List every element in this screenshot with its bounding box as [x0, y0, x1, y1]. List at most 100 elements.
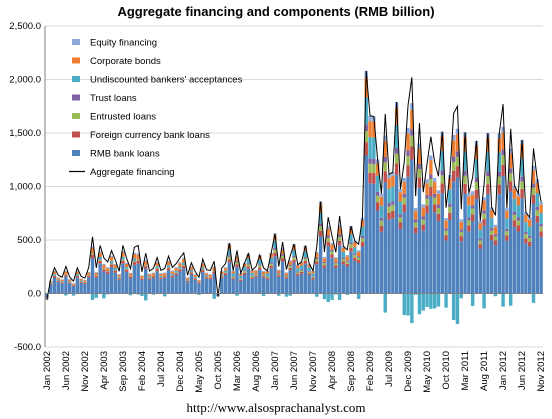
bar-segment — [98, 259, 102, 261]
bar-segment — [163, 273, 167, 276]
bar-segment — [360, 236, 365, 239]
bar-segment — [451, 140, 456, 157]
bar-segment — [277, 293, 281, 296]
bar-segment — [56, 278, 61, 280]
bar-segment — [516, 220, 520, 226]
bar-segment — [307, 275, 311, 294]
bar-segment — [372, 158, 376, 165]
bar-segment — [193, 278, 197, 280]
bar-segment — [113, 272, 118, 294]
bar-segment — [429, 186, 433, 197]
bar-segment — [467, 225, 471, 232]
bar-segment — [444, 220, 448, 229]
bar-segment — [508, 168, 513, 174]
bar-segment — [102, 268, 106, 270]
bar-segment — [182, 257, 186, 259]
bar-segment — [501, 126, 505, 133]
bar-segment — [299, 271, 304, 274]
bar-segment — [182, 268, 186, 294]
bar-segment — [417, 187, 422, 294]
bar-segment — [524, 234, 528, 239]
bar-segment — [250, 270, 254, 273]
bar-segment — [516, 193, 520, 197]
bar-segment — [444, 228, 448, 231]
legend-label: Foreign currency bank loans — [90, 130, 210, 141]
bar-segment — [368, 158, 372, 164]
bar-segment — [299, 273, 304, 294]
bar-segment — [170, 271, 175, 274]
bar-segment — [75, 275, 80, 277]
bar-segment — [539, 212, 543, 224]
bar-segment — [79, 282, 83, 294]
y-tick-label: 2,500.0 — [9, 21, 41, 32]
bar-segment — [459, 293, 463, 299]
bar-segment — [337, 240, 342, 246]
x-tick-label: Jan 2012 — [498, 351, 509, 390]
bar-segment — [292, 255, 296, 258]
bar-segment — [299, 262, 304, 266]
bar-segment — [383, 156, 387, 163]
x-tick-label: Nov 2007 — [308, 351, 319, 392]
bar-segment — [128, 276, 133, 279]
x-tick-label: Sep 2003 — [118, 351, 129, 392]
x-tick-label: Nov 2002 — [80, 351, 91, 392]
bar-segment — [189, 274, 194, 294]
bar-segment — [413, 219, 418, 223]
bar-segment — [512, 214, 517, 221]
bar-segment — [288, 261, 292, 265]
bar-segment — [277, 273, 281, 274]
bar-segment — [508, 293, 513, 306]
bar-segment — [242, 272, 247, 275]
bar-segment — [349, 247, 353, 252]
bar-segment — [315, 253, 319, 258]
bar-segment — [151, 293, 156, 295]
bar-segment — [98, 263, 102, 294]
bar-segment — [174, 268, 178, 271]
bar-segment — [87, 277, 91, 294]
bar-segment — [406, 165, 410, 177]
bar-segment — [421, 219, 425, 225]
bar-segment — [410, 159, 414, 294]
bar-segment — [436, 293, 441, 307]
bar-segment — [383, 182, 387, 294]
bar-segment — [147, 276, 152, 278]
bar-segment — [467, 217, 471, 221]
bar-segment — [413, 233, 418, 294]
bar-segment — [68, 283, 72, 294]
bar-segment — [174, 273, 178, 275]
bar-segment — [489, 217, 494, 229]
legend-swatch — [72, 150, 80, 156]
legend-label: Equity financing — [90, 38, 157, 49]
bar-segment — [402, 212, 406, 294]
bar-segment — [197, 280, 201, 282]
bar-segment — [512, 188, 517, 199]
bar-segment — [170, 270, 175, 272]
bar-segment — [235, 264, 239, 267]
bar-segment — [296, 275, 300, 294]
bar-segment — [280, 255, 285, 259]
bar-segment — [322, 293, 327, 300]
bar-segment — [448, 189, 452, 204]
bar-segment — [242, 266, 247, 271]
bar-segment — [246, 254, 251, 259]
bar-segment — [459, 221, 463, 230]
bar-segment — [178, 268, 182, 270]
bar-segment — [527, 241, 532, 247]
bar-segment — [197, 293, 201, 295]
bar-segment — [372, 121, 376, 138]
bar-segment — [296, 268, 300, 272]
bar-segment — [292, 250, 296, 256]
bar-segment — [250, 277, 254, 279]
bar-segment — [501, 149, 505, 156]
bar-segment — [440, 193, 444, 294]
bar-segment — [166, 270, 171, 294]
bar-segment — [212, 266, 216, 268]
bar-segment — [516, 205, 520, 218]
bar-segment — [83, 280, 87, 282]
bar-segment — [368, 172, 372, 184]
bar-segment — [174, 270, 178, 273]
bar-segment — [539, 231, 543, 237]
bar-segment — [280, 248, 285, 250]
bar-segment — [448, 178, 452, 190]
